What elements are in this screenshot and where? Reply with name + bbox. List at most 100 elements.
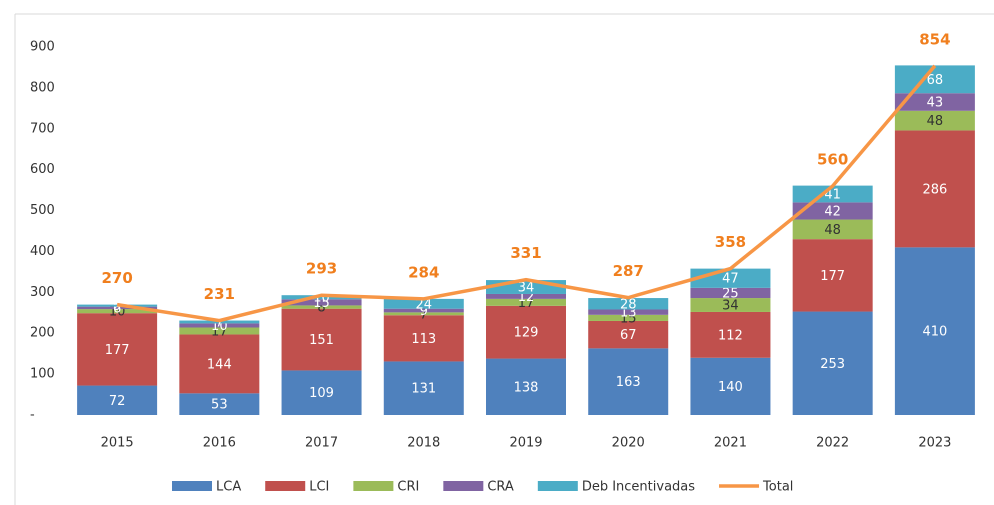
- data-label: 15: [313, 296, 330, 311]
- data-label: 138: [514, 380, 539, 395]
- bar-segment: [486, 358, 566, 415]
- total-label: 293: [306, 260, 337, 278]
- bar-segment: [690, 311, 771, 358]
- x-tick-label: 2020: [612, 436, 645, 451]
- bar-segment: [792, 219, 873, 240]
- legend-label: Deb Incentivadas: [582, 480, 695, 495]
- total-label: 287: [613, 262, 644, 280]
- bar-segment: [690, 298, 771, 312]
- data-label: 48: [927, 114, 944, 129]
- total-label: 231: [204, 285, 235, 303]
- y-tick-label: 500: [30, 203, 55, 218]
- data-label: 131: [411, 382, 436, 397]
- legend-label: LCA: [216, 480, 241, 495]
- data-label: 17: [518, 296, 535, 311]
- bar-segment: [77, 309, 158, 314]
- bar-segment: [383, 298, 464, 309]
- x-tick-label: 2016: [203, 436, 236, 451]
- y-tick-label: 700: [30, 121, 55, 136]
- data-label: 42: [824, 204, 841, 219]
- bar-segment: [383, 361, 464, 415]
- bar-segment: [792, 311, 873, 415]
- data-label: 47: [722, 272, 739, 287]
- bar-segment: [588, 348, 669, 415]
- data-label: 68: [927, 73, 944, 88]
- bar-segment: [179, 393, 260, 415]
- data-label: 28: [620, 297, 637, 312]
- data-label: 24: [416, 297, 433, 312]
- data-label: 8: [317, 301, 325, 316]
- legend-label: Total: [762, 480, 793, 495]
- data-label: 410: [922, 325, 947, 340]
- bar-segment: [383, 312, 464, 316]
- data-label: 140: [718, 380, 743, 395]
- data-label: 43: [927, 95, 944, 110]
- data-label: 25: [722, 286, 739, 301]
- bar-segment: [77, 306, 158, 310]
- data-label: 34: [722, 299, 739, 314]
- data-label: 67: [620, 328, 637, 343]
- bar-segment: [588, 309, 669, 315]
- y-tick-label: 900: [30, 40, 55, 55]
- bar-segment: [894, 247, 975, 415]
- data-label: 48: [824, 223, 841, 238]
- bar-segment: [690, 287, 771, 299]
- bar-segment: [486, 298, 566, 306]
- legend-swatch: [353, 481, 394, 491]
- bar-segment: [179, 323, 260, 328]
- data-label: 7: [420, 307, 428, 322]
- legend-swatch: [443, 481, 484, 491]
- bar-segment: [281, 308, 362, 371]
- bar-segment: [486, 305, 566, 359]
- x-tick-label: 2015: [101, 436, 134, 451]
- data-label: 53: [211, 398, 228, 413]
- y-tick-label: 100: [30, 367, 55, 382]
- data-label: 253: [820, 357, 845, 372]
- total-label: 331: [510, 244, 541, 262]
- y-tick-label: 300: [30, 285, 55, 300]
- total-label: 358: [715, 233, 746, 251]
- bar-segment: [77, 385, 158, 415]
- legend-label: CRI: [397, 480, 419, 495]
- data-label: 9: [420, 304, 428, 319]
- bar-segment: [894, 65, 975, 94]
- x-tick-label: 2023: [918, 436, 951, 451]
- y-tick-label: 200: [30, 326, 55, 341]
- data-label: 17: [211, 324, 228, 339]
- data-label: 5: [113, 299, 121, 314]
- data-label: 144: [207, 357, 232, 372]
- y-tick-label: -: [30, 408, 35, 423]
- bar-segment: [588, 314, 669, 321]
- bar-segment: [383, 315, 464, 362]
- bar-segment: [792, 239, 873, 312]
- data-label: 109: [309, 386, 334, 401]
- data-label: 129: [514, 326, 539, 341]
- y-tick-label: 400: [30, 244, 55, 259]
- x-tick-label: 2021: [714, 436, 747, 451]
- data-label: 113: [411, 332, 436, 347]
- bar-segment: [690, 357, 771, 415]
- total-line: [116, 64, 937, 323]
- data-label: 112: [718, 328, 743, 343]
- x-tick-label: 2019: [509, 436, 542, 451]
- data-label: 177: [820, 269, 845, 284]
- data-label: 6: [113, 301, 121, 316]
- bar-segment: [281, 305, 362, 309]
- bar-segment: [894, 110, 975, 131]
- total-label: 854: [919, 30, 950, 48]
- data-label: 163: [616, 375, 641, 390]
- legend-swatch: [537, 481, 578, 491]
- bar-segment: [486, 293, 566, 299]
- bar-segment: [281, 370, 362, 415]
- data-label: 7: [215, 315, 223, 330]
- y-tick-label: 600: [30, 162, 55, 177]
- legend-swatch: [172, 481, 212, 491]
- legend-label: CRA: [487, 480, 514, 495]
- bar-segment: [281, 295, 362, 300]
- data-label: 15: [620, 311, 637, 326]
- bar-segment: [179, 334, 260, 394]
- data-label: 72: [109, 394, 126, 409]
- bar-segment: [77, 313, 158, 386]
- data-label: 34: [518, 281, 535, 296]
